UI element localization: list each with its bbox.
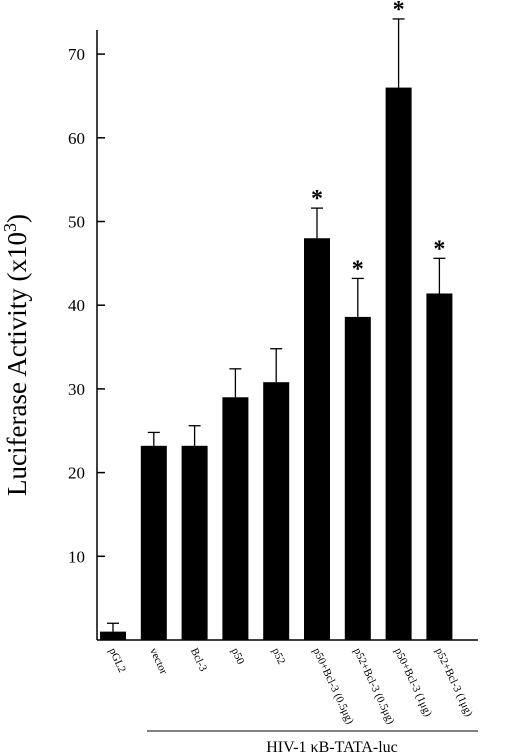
x-tick-label: p52+Bcl-3 (1μg) <box>433 646 475 719</box>
bar <box>344 316 371 640</box>
bar <box>222 397 249 640</box>
significance-marker: * <box>352 256 364 282</box>
x-tick-labels: pGL2 vector Bcl-3 p50 p52 p50+Bcl-3 (0.5μg)p5… <box>106 646 475 726</box>
x-tick-label: p50 <box>229 646 247 666</box>
x-tick-label: p50+Bcl-3 (1μg) <box>392 646 434 719</box>
significance-marker: * <box>433 236 445 262</box>
bar <box>304 238 330 641</box>
bar <box>181 445 208 640</box>
x-tick-label: pGL2 <box>106 646 128 674</box>
y-tick-label: 40 <box>68 296 85 315</box>
svg-text:Luciferase Activity (x103): Luciferase Activity (x103) <box>0 214 32 496</box>
bar <box>100 631 126 640</box>
x-tick-label: p52 <box>269 646 287 666</box>
x-tick-label: p50+Bcl-3 (0.5μg) <box>310 646 356 726</box>
y-tick-label: 30 <box>68 380 85 399</box>
bar <box>385 87 412 640</box>
y-axis-title-main: Luciferase Activity (x10 <box>2 232 32 496</box>
x-tick-label: p52+Bcl-3 (0.5μg) <box>351 646 397 726</box>
bar <box>426 293 453 640</box>
y-tick-label: 20 <box>68 464 85 483</box>
bar <box>263 382 290 640</box>
significance-marker: * <box>393 0 405 23</box>
y-tick-label: 70 <box>68 45 85 64</box>
y-tick-label: 10 <box>68 547 85 566</box>
bar <box>140 445 167 640</box>
x-tick-label: Bcl-3 <box>188 646 209 674</box>
y-ticks: 10 20 30 40 50 60 70 <box>68 45 105 566</box>
y-tick-label: 50 <box>68 213 85 232</box>
y-axis-title-exponent: 3 <box>0 223 20 232</box>
y-axis-title: Luciferase Activity (x103) <box>0 214 32 496</box>
y-tick-label: 60 <box>68 129 85 148</box>
y-axis-title-close: ) <box>2 214 32 223</box>
significance-marker: * <box>311 186 323 212</box>
group-label: HIV-1 κB-TATA-luc <box>266 739 398 756</box>
bars: * * * * <box>100 0 453 641</box>
x-tick-label: vector <box>147 646 170 676</box>
